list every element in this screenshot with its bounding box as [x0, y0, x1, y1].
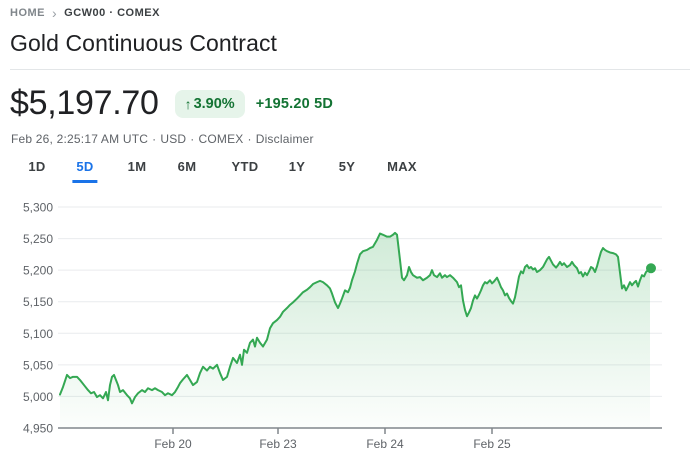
- tab-max[interactable]: MAX: [387, 159, 417, 174]
- quote-timestamp: Feb 26, 2:25:17 AM UTC: [11, 132, 149, 146]
- y-axis-label: 5,100: [23, 327, 53, 341]
- meta-separator: ·: [247, 132, 252, 146]
- x-axis-label: Feb 20: [154, 437, 192, 451]
- current-price: $5,197.70: [10, 84, 159, 122]
- breadcrumb: HOME › GCW00 · COMEX: [10, 4, 160, 21]
- tab-5d[interactable]: 5D: [72, 157, 98, 183]
- tab-6m[interactable]: 6M: [177, 159, 197, 174]
- arrow-up-icon: ↑: [184, 95, 192, 112]
- quote-exchange: COMEX: [198, 132, 244, 146]
- y-axis-label: 5,250: [23, 232, 53, 246]
- tab-ytd[interactable]: YTD: [231, 159, 259, 174]
- y-axis-label: 5,200: [23, 264, 53, 278]
- price-area-fill: [60, 232, 650, 428]
- change-absolute: +195.20 5D: [256, 96, 333, 112]
- meta-separator: ·: [152, 132, 157, 146]
- x-axis-label: Feb 23: [259, 437, 297, 451]
- time-range-tabs: 1D 5D 1M 6M YTD 1Y 5Y MAX: [0, 157, 693, 183]
- change-percent-value: 3.90%: [193, 95, 235, 112]
- price-chart[interactable]: 5,300 5,250 5,200 5,150 5,100 5,050 5,000 4,950…: [0, 195, 693, 471]
- chevron-right-icon: ›: [52, 4, 58, 21]
- quote-row: $5,197.70 ↑ 3.90% +195.20 5D: [10, 84, 333, 123]
- change-absolute-value: +195.20: [255, 95, 310, 112]
- price-line: [59, 231, 651, 405]
- y-axis-label: 4,950: [23, 422, 53, 436]
- tab-1d[interactable]: 1D: [28, 159, 46, 174]
- y-axis-label: 5,300: [23, 201, 53, 215]
- meta-separator: ·: [190, 132, 195, 146]
- breadcrumb-home-link[interactable]: HOME: [10, 7, 45, 19]
- quote-currency: USD: [160, 132, 187, 146]
- tab-5y[interactable]: 5Y: [338, 159, 356, 174]
- last-price-dot: [646, 263, 656, 274]
- tab-1y[interactable]: 1Y: [288, 159, 306, 174]
- breadcrumb-current-symbol: GCW00 · COMEX: [64, 7, 160, 19]
- page-title: Gold Continuous Contract: [10, 30, 278, 56]
- y-axis-label: 5,150: [23, 295, 53, 309]
- tab-1m[interactable]: 1M: [127, 159, 147, 174]
- quote-meta: Feb 26, 2:25:17 AM UTC · USD · COMEX · Disclai…: [11, 132, 314, 146]
- change-period-label: 5D: [314, 95, 334, 112]
- y-axis-label: 5,050: [23, 358, 53, 372]
- disclaimer-link[interactable]: Disclaimer: [255, 132, 314, 146]
- y-axis-label: 5,000: [23, 390, 53, 404]
- change-percent-badge: ↑ 3.90%: [174, 89, 245, 118]
- x-axis-label: Feb 25: [473, 437, 511, 451]
- x-axis-label: Feb 24: [366, 437, 404, 451]
- header-divider: [10, 69, 690, 70]
